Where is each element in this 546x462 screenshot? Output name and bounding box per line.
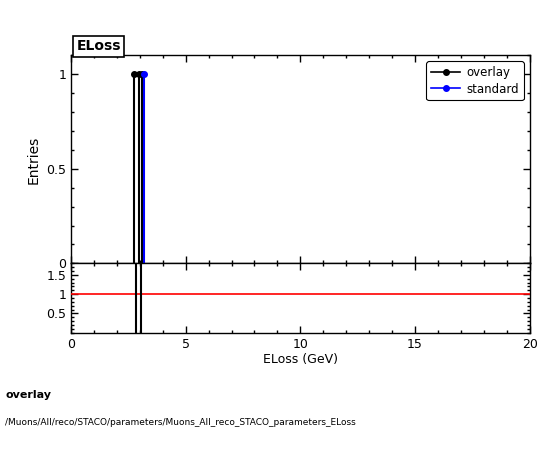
Text: overlay: overlay [5,390,51,401]
Legend: overlay, standard: overlay, standard [426,61,524,100]
Text: /Muons/All/reco/STACO/parameters/Muons_All_reco_STACO_parameters_ELoss: /Muons/All/reco/STACO/parameters/Muons_A… [5,418,356,427]
Y-axis label: Entries: Entries [27,135,40,183]
Text: ELoss: ELoss [76,39,121,53]
X-axis label: ELoss (GeV): ELoss (GeV) [263,353,338,366]
